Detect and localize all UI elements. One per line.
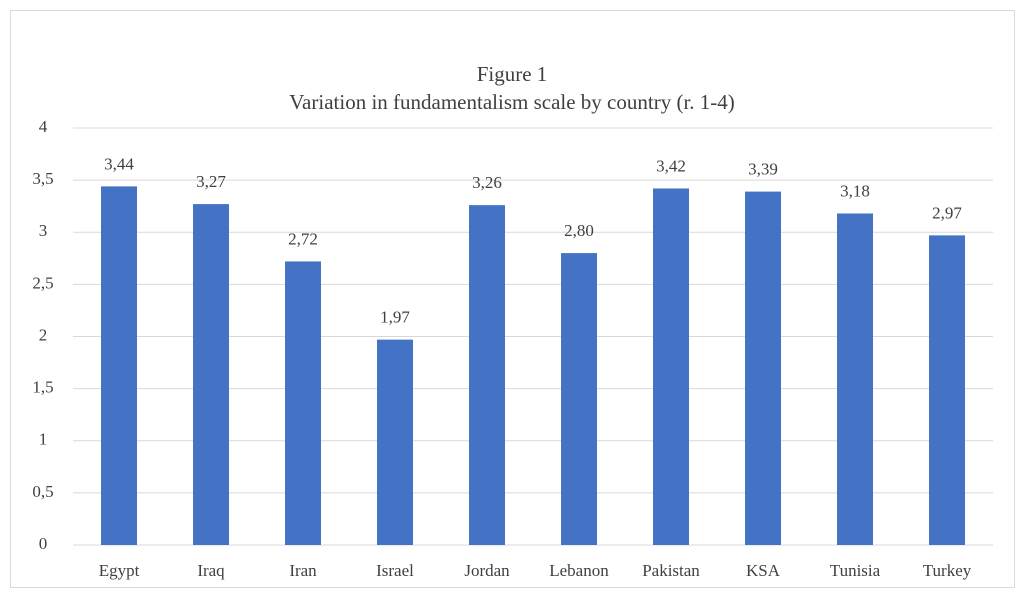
bar bbox=[469, 205, 505, 545]
x-tick-label: KSA bbox=[746, 561, 781, 580]
bar bbox=[377, 339, 413, 545]
x-tick-label: Iraq bbox=[197, 561, 225, 580]
y-tick-label: 1,5 bbox=[32, 378, 53, 397]
bar bbox=[929, 235, 965, 545]
y-tick-label: 2,5 bbox=[32, 273, 53, 292]
x-tick-label: Pakistan bbox=[642, 561, 700, 580]
x-tick-label: Iran bbox=[289, 561, 317, 580]
data-label: 3,26 bbox=[472, 173, 502, 192]
chart-title: Figure 1 bbox=[477, 62, 548, 86]
data-label: 1,97 bbox=[380, 308, 410, 327]
y-tick-label: 0,5 bbox=[32, 482, 53, 501]
bar bbox=[837, 213, 873, 546]
bar bbox=[745, 191, 781, 545]
y-tick-label: 4 bbox=[39, 117, 48, 136]
bar bbox=[561, 253, 597, 545]
data-label: 2,72 bbox=[288, 229, 318, 248]
x-tick-label: Lebanon bbox=[549, 561, 609, 580]
data-label: 3,39 bbox=[748, 159, 778, 178]
data-label: 2,80 bbox=[564, 221, 594, 240]
y-tick-label: 3 bbox=[39, 221, 48, 240]
data-label: 2,97 bbox=[932, 203, 962, 222]
x-tick-label: Israel bbox=[376, 561, 414, 580]
y-tick-label: 2 bbox=[39, 325, 48, 344]
bar bbox=[285, 261, 321, 545]
x-tick-label: Tunisia bbox=[830, 561, 881, 580]
bar bbox=[653, 188, 689, 545]
chart-subtitle: Variation in fundamentalism scale by cou… bbox=[289, 90, 735, 114]
y-tick-label: 3,5 bbox=[32, 169, 53, 188]
bar bbox=[193, 204, 229, 546]
y-tick-label: 1 bbox=[39, 430, 48, 449]
x-tick-label: Jordan bbox=[464, 561, 510, 580]
data-label: 3,42 bbox=[656, 156, 686, 175]
x-tick-label: Turkey bbox=[923, 561, 972, 580]
bar bbox=[101, 186, 137, 545]
y-tick-label: 0 bbox=[39, 534, 48, 553]
x-tick-label: Egypt bbox=[99, 561, 140, 580]
data-label: 3,44 bbox=[104, 154, 134, 173]
data-label: 3,18 bbox=[840, 181, 870, 200]
data-label: 3,27 bbox=[196, 172, 226, 191]
